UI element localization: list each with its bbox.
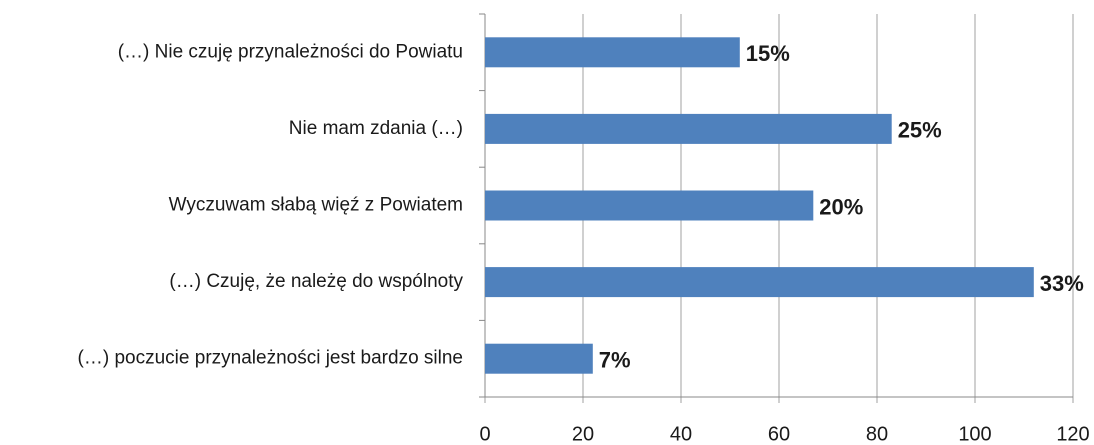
x-tick-label: 100 [958,423,991,445]
bar [485,37,740,68]
value-label: 20% [819,194,863,219]
x-tick-label: 20 [572,423,594,445]
category-label: (…) Nie czuję przynależności do Powiatu [118,41,463,62]
x-tick-label: 40 [670,423,692,445]
category-label: Nie mam zdania (…) [289,118,463,139]
bar [485,343,593,374]
value-label: 7% [599,348,631,373]
bar [485,267,1034,298]
x-tick-label: 60 [768,423,790,445]
category-label: (…) Czuję, że należę do wspólnoty [169,271,463,292]
value-label: 15% [746,41,790,66]
bar [485,190,814,221]
x-tick-label: 80 [866,423,888,445]
value-label: 25% [898,118,942,143]
value-label: 33% [1040,271,1084,296]
category-label: Wyczuwam słabą więź z Powiatem [169,195,463,216]
bar [485,113,892,144]
x-tick-label: 120 [1056,423,1089,445]
category-label: (…) poczucie przynależności jest bardzo … [78,348,463,369]
x-tick-label: 0 [479,423,490,445]
